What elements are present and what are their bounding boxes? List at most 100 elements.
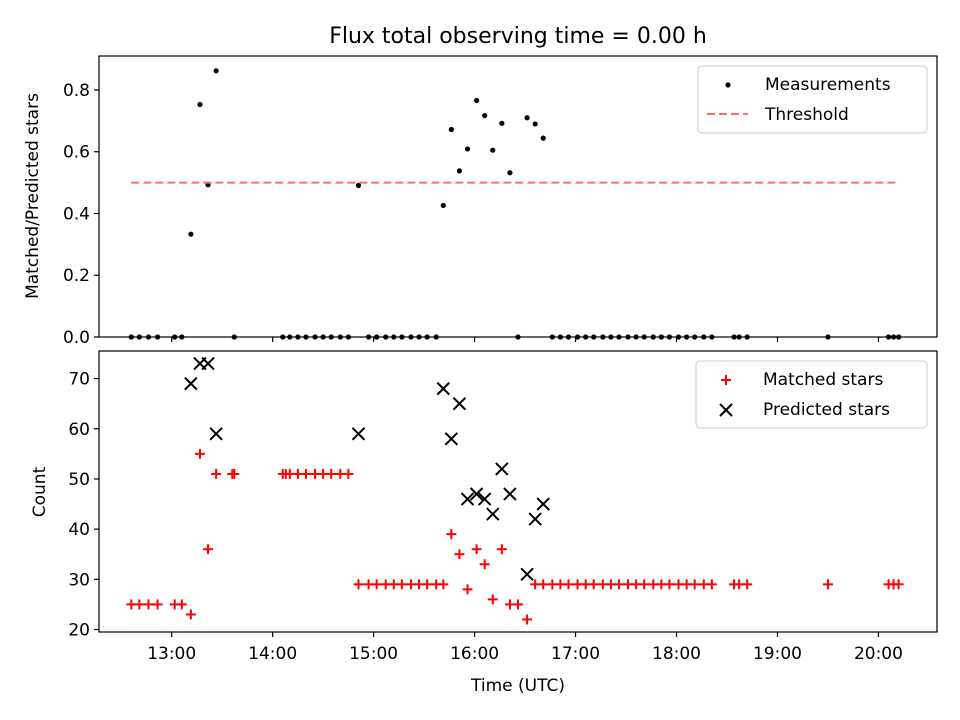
y-tick-label: 0.4 [63,204,90,224]
y-tick-label: 0.6 [63,143,90,163]
predicted-stars-point [469,487,484,501]
matched-stars-point [300,468,311,479]
predicted-stars-point [477,492,492,506]
x-tick-label: 18:00 [652,644,701,664]
matched-stars-point [422,579,433,590]
legend-label-measurements: Measurements [765,75,891,95]
count-legend-box [695,360,928,429]
predicted-stars-point [184,376,198,391]
ratio-legend: Measurements Threshold [697,65,928,134]
legend-marker-matched [721,375,731,385]
matched-stars-point [479,559,490,570]
y-tick-label: 0.0 [63,328,90,348]
measurement-point [482,112,488,119]
y-tick-label: 50 [68,470,90,490]
matched-stars-point [143,599,154,610]
predicted-stars-point [209,427,223,441]
y-tick-label: 0.8 [63,81,90,101]
count-y-axis-label: Count [30,466,50,517]
legend-marker-predicted [719,403,733,417]
measurement-point [197,101,203,108]
count-axes-frame [98,350,938,633]
matched-stars-point [639,579,650,590]
measurement-point [440,202,446,209]
matched-stars-point [487,594,498,605]
predicted-stars-point [486,507,500,521]
predicted-stars-point [528,512,542,526]
measurement-point [490,147,496,153]
matched-stars-point [176,599,187,610]
y-tick-label: 20 [68,620,90,640]
x-tick-label: 13:00 [147,644,196,664]
predicted-stars-point [536,497,550,511]
legend-label-predicted: Predicted stars [763,400,890,420]
y-tick-label: 70 [68,370,90,390]
count-panel: 20 30 40 50 60 70 13:00 14:00 15:00 16:00 17:00 18… [30,350,938,696]
measurement-point [464,146,471,152]
predicted-stars-point [436,381,450,396]
matched-stars-point [185,609,196,620]
x-tick-label: 14:00 [248,644,297,664]
measurement-point [355,182,362,188]
predicted-stars-point [444,432,459,446]
matched-stars-point [664,579,675,590]
measurement-point [532,121,538,127]
legend-marker-measurements [725,82,731,88]
matched-stars-point [371,579,382,590]
matched-stars-point [513,599,523,610]
predicted-stars-point [460,492,475,506]
matched-stars-point [396,579,407,590]
measurement-point [540,135,546,141]
matched-stars-point [588,579,599,590]
matched-stars-point [152,599,163,610]
x-tick-label: 15:00 [349,644,398,664]
predicted-stars-point [452,396,467,411]
predicted-stars-point [201,356,215,371]
matched-stars-point [462,584,473,595]
matched-stars-point [326,468,337,479]
matched-stars-point [822,579,833,590]
matched-stars-point [446,529,457,540]
matched-stars-point [522,614,533,625]
measurement-point [507,170,513,176]
measurement-point [448,126,454,133]
matched-stars-point [134,599,145,610]
matched-stars-point [496,544,507,555]
y-tick-label: 40 [68,520,90,540]
matched-stars-point [563,579,574,590]
matched-stars-point [229,468,240,479]
legend-label-matched: Matched stars [763,370,883,390]
y-tick-label: 30 [68,570,90,590]
matched-stars-point [689,579,700,590]
y-tick-label: 60 [68,420,90,440]
ratio-y-axis-label: Matched/Predicted stars [23,93,43,299]
matched-stars-point [353,579,364,590]
ratio-panel: 0.00.20.40.60.8 Matched/Predicted stars … [23,55,938,348]
predicted-stars-point [503,487,517,501]
matched-stars-point [454,549,465,560]
matched-stars-point [706,579,717,590]
chart-title: Flux total observing time = 0.00 h [329,24,707,49]
legend-label-threshold: Threshold [764,105,849,125]
ratio-axes-frame [98,55,938,338]
x-tick-label: 17:00 [551,644,600,664]
x-axis-label: Time (UTC) [470,676,565,696]
matched-stars-point [471,544,482,555]
matched-stars-point [538,579,549,590]
ratio-legend-box [697,65,928,134]
measurement-point [213,68,219,74]
matched-stars-point [211,468,222,479]
matched-stars-point [343,468,354,479]
measurement-point [474,97,480,104]
x-tick-label: 20:00 [854,644,903,664]
measurement-point [524,115,530,121]
predicted-stars-point [520,567,534,582]
predicted-stars-point [495,462,509,476]
x-tick-label: 16:00 [450,644,499,664]
matched-stars-point [742,579,753,590]
measurement-point [188,231,194,237]
x-tick-label: 19:00 [753,644,802,664]
y-tick-label: 0.2 [63,266,90,286]
matched-stars-point [438,579,449,590]
